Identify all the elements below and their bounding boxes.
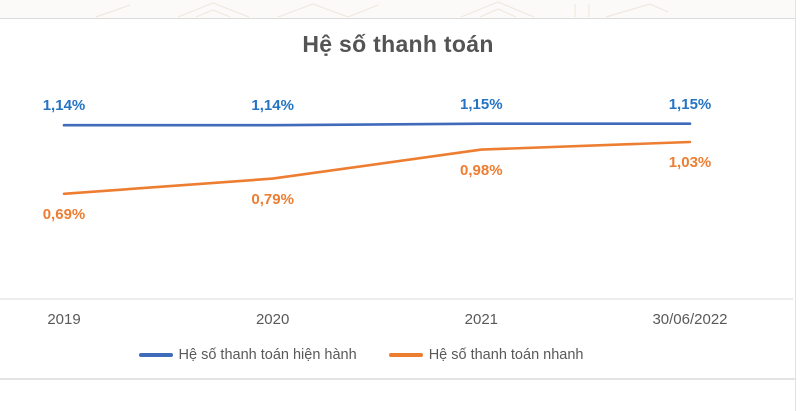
plot-area: 1,14% 1,14% 1,15% 1,15% 0,69% 0,79% 0,98% 1,03%… [0,19,796,378]
data-label-series0-pt3: 1,15% [668,95,712,113]
data-label-series1-pt1: 0,79% [251,190,294,208]
data-label-series0-pt1: 1,14% [251,97,294,115]
chart-title: Hệ số thanh toán [302,31,494,57]
data-label-series1-pt3: 1,03% [668,154,712,171]
legend: Hệ số thanh toán hiện hành Hệ số thanh t… [0,347,796,363]
legend-label-current-ratio: Hệ số thanh toán hiện hành [178,347,357,363]
bottom-divider [0,378,796,380]
chart-card: Hệ số thanh toán 1,14% 1,14% 1,15% 1,15% 0,6… [0,19,796,378]
legend-swatch-quick-ratio [388,353,423,357]
x-axis-label-3: 30/06/2022 [652,311,728,328]
legend-item-hien-hanh: Hệ số thanh toán hiện hành [138,347,357,363]
series-line-0 [62,122,692,127]
data-label-series0-pt0: 1,14% [42,97,86,115]
background-pattern [0,0,796,19]
x-axis-label-2: 2021 [464,311,499,328]
legend-item-nhanh: Hệ số thanh toán nhanh [388,347,584,363]
data-label-series1-pt0: 0,69% [42,205,86,223]
x-axis-label-1: 2020 [255,311,290,328]
series-line-1 [62,140,692,196]
data-label-series0-pt2: 1,15% [460,95,503,113]
data-label-series1-pt2: 0,98% [460,161,503,179]
legend-label-quick-ratio: Hệ số thanh toán nhanh [428,347,584,363]
legend-swatch-current-ratio [138,353,173,357]
x-axis-label-0: 2019 [47,311,81,328]
chart-canvas [0,122,793,300]
pattern-graphic [95,1,669,18]
right-edge-divider [795,0,796,411]
